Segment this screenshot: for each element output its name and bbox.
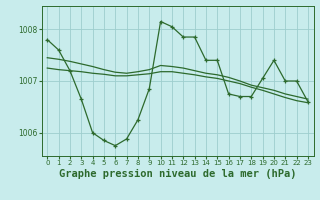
X-axis label: Graphe pression niveau de la mer (hPa): Graphe pression niveau de la mer (hPa) <box>59 169 296 179</box>
